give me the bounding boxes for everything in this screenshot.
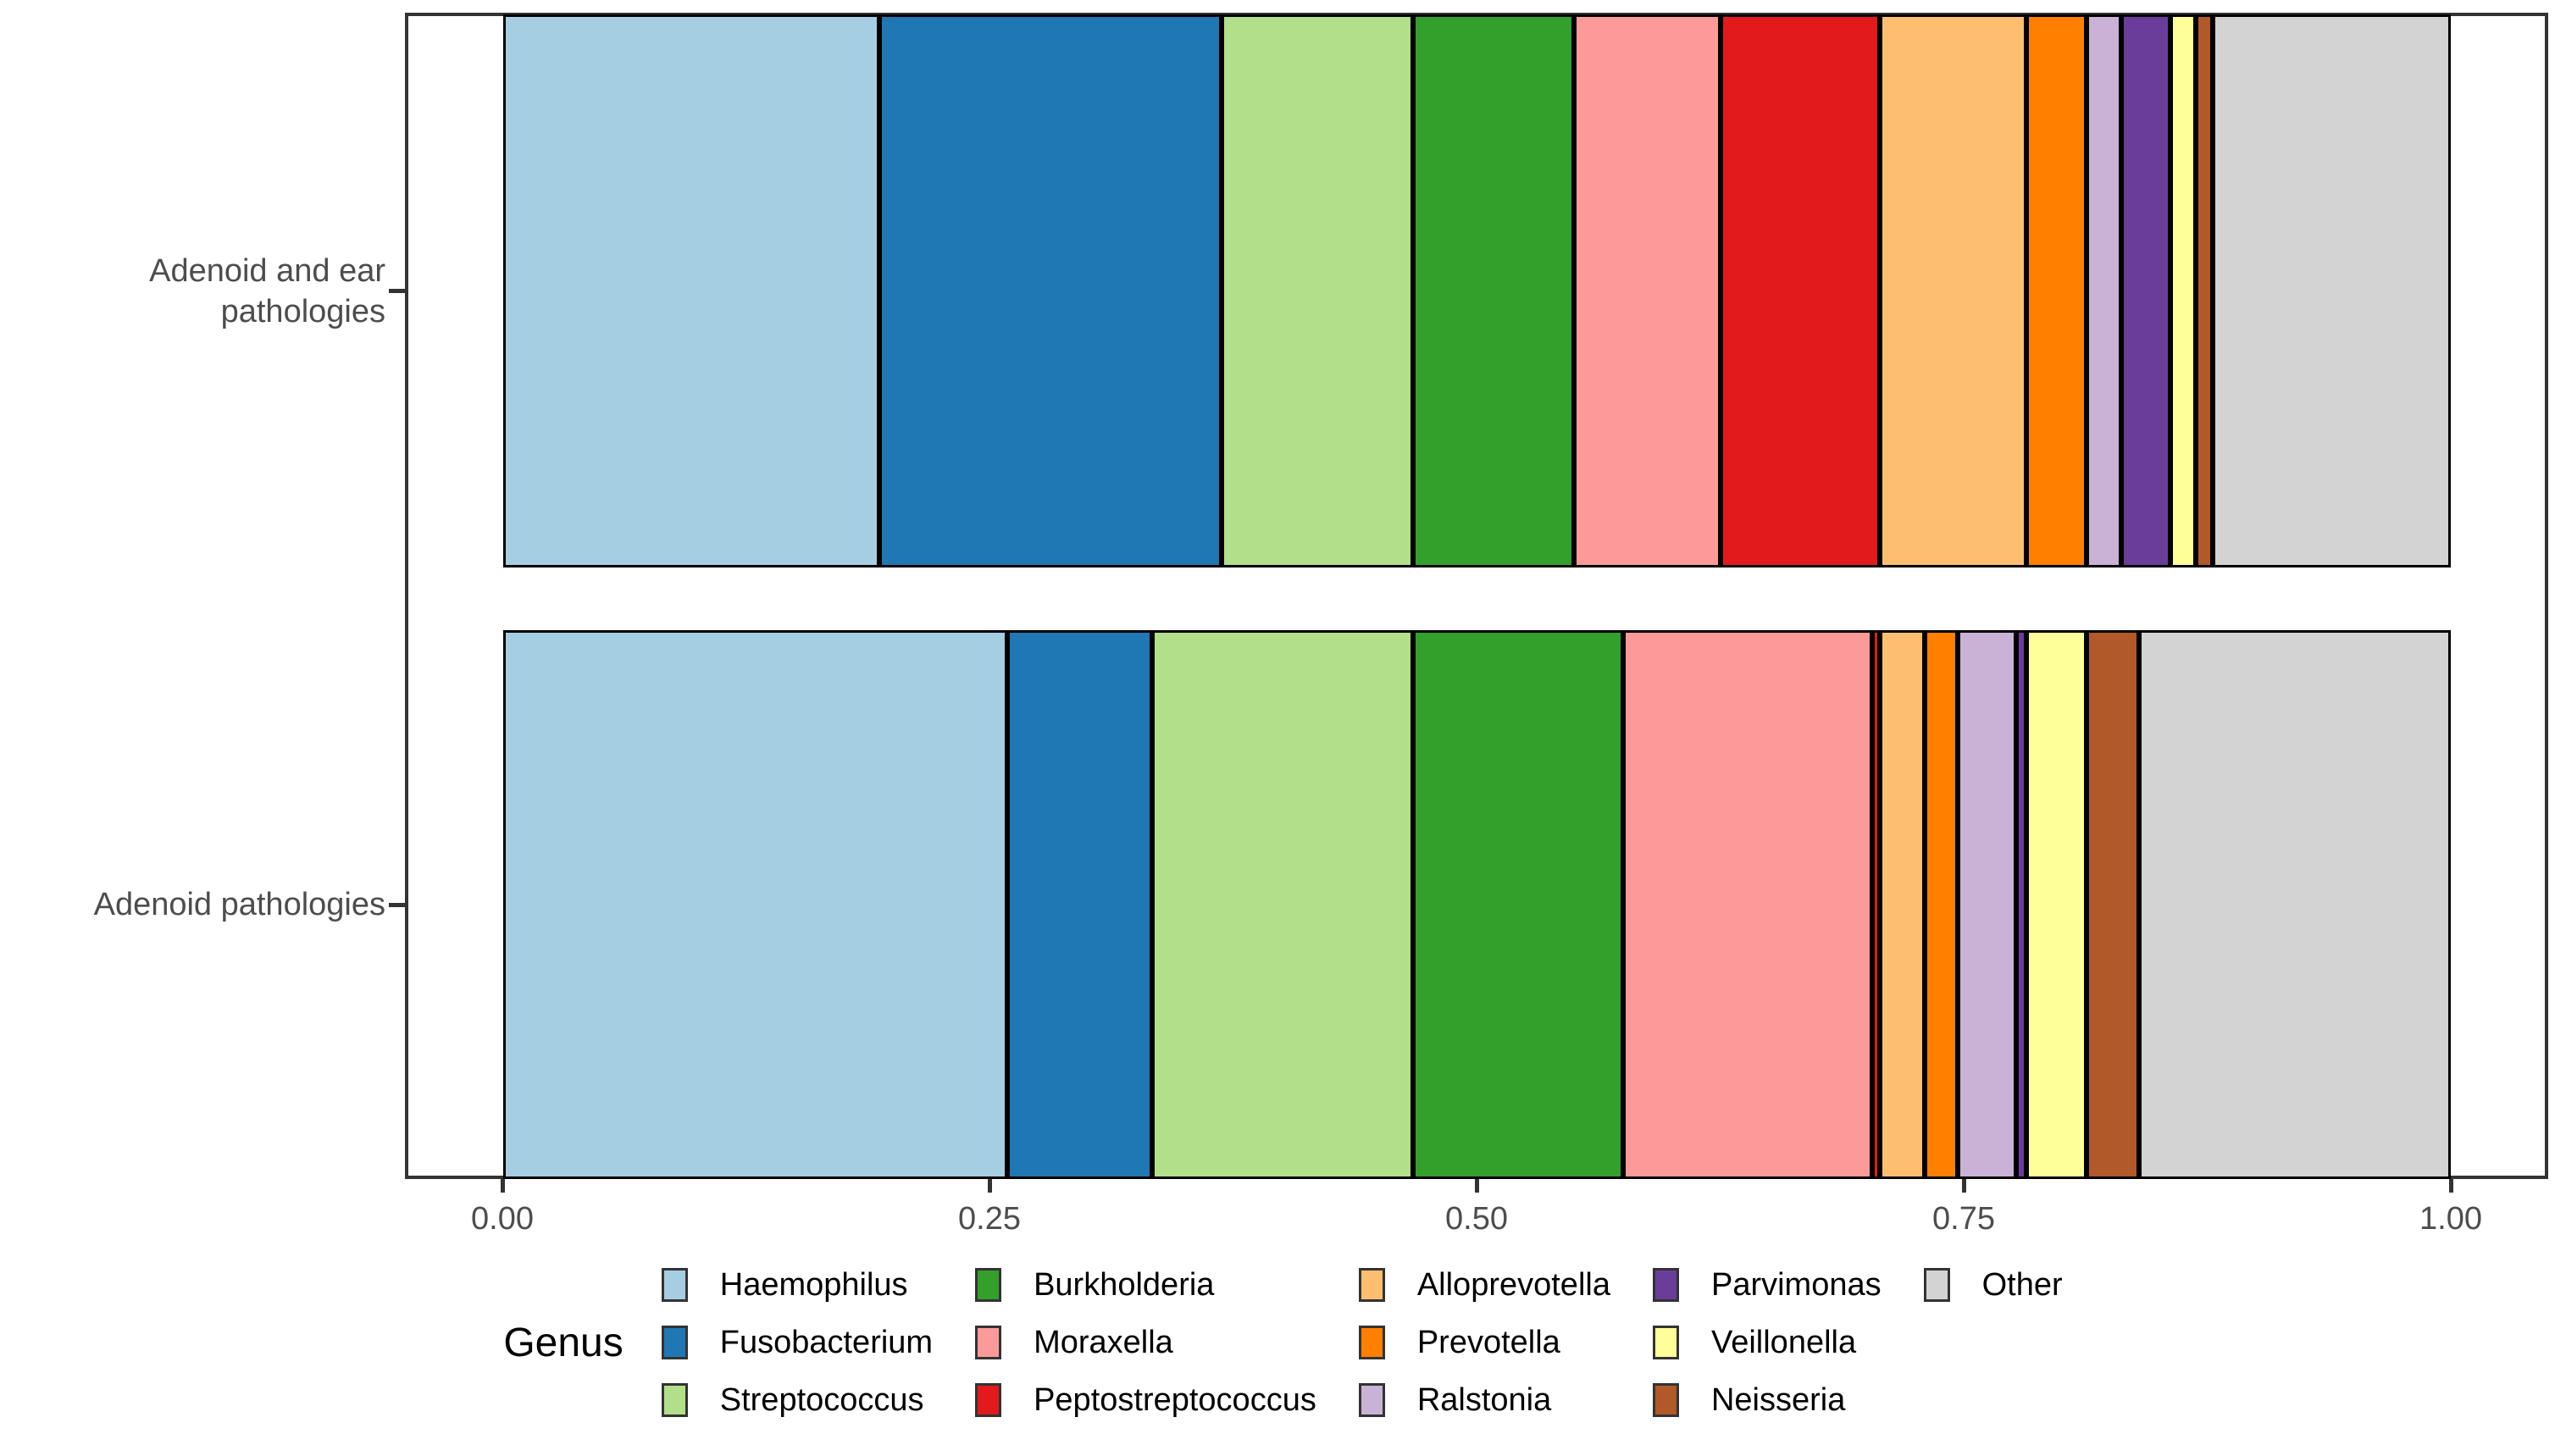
x-axis-tick-label: 1.00 <box>2419 1201 2482 1237</box>
legend-item-fusobacterium: Fusobacterium <box>661 1324 934 1360</box>
legend-title: Genus <box>503 1320 623 1365</box>
x-axis-tick-1.00 <box>2449 1179 2453 1193</box>
legend-label: Parvimonas <box>1710 1266 1882 1303</box>
x-axis-tick-label: 0.00 <box>471 1201 534 1237</box>
legend-label: Peptostreptococcus <box>1034 1381 1316 1418</box>
segment-prevotella <box>1925 630 1959 1179</box>
legend-item-alloprevotella: Alloprevotella <box>1358 1266 1610 1303</box>
y-axis-tick-top <box>389 289 405 293</box>
legend-grid: Haemophilus Fusobacterium Streptococcus Bur… <box>661 1266 2063 1418</box>
legend-key-swatch <box>1652 1326 1679 1359</box>
segment-neisseria <box>2195 14 2214 567</box>
legend-item-prevotella: Prevotella <box>1358 1324 1610 1360</box>
legend: Genus Haemophilus Fusobacterium Streptococ… <box>0 1266 2566 1418</box>
segment-veillonella <box>2170 14 2196 567</box>
x-axis-tick-0.50 <box>1475 1179 1479 1193</box>
legend-item-neisseria: Neisseria <box>1652 1381 1882 1418</box>
legend-label: Veillonella <box>1710 1324 1857 1360</box>
legend-label: Other <box>1981 1266 2063 1303</box>
x-axis-tick-label: 0.25 <box>958 1201 1021 1237</box>
legend-key-swatch <box>1358 1268 1385 1302</box>
y-label-line: pathologies <box>220 294 385 329</box>
legend-label: Ralstonia <box>1416 1381 1552 1418</box>
legend-item-veillonella: Veillonella <box>1652 1324 1882 1360</box>
segment-prevotella <box>2026 14 2087 567</box>
segment-streptococcus <box>1222 14 1413 567</box>
legend-item-parvimonas: Parvimonas <box>1652 1266 1882 1303</box>
segment-moraxella <box>1574 14 1721 567</box>
segment-other <box>2213 14 2451 567</box>
segment-fusobacterium <box>878 14 1222 567</box>
legend-item-ralstonia: Ralstonia <box>1358 1381 1610 1418</box>
y-axis-tick-bottom <box>389 903 405 907</box>
segment-parvimonas <box>2016 630 2026 1179</box>
legend-key-swatch <box>975 1383 1002 1417</box>
legend-item-peptostreptococcus: Peptostreptococcus <box>975 1381 1316 1418</box>
x-axis-tick-0.00 <box>501 1179 505 1193</box>
legend-label: Streptococcus <box>719 1381 924 1418</box>
legend-column: Parvimonas Veillonella Neisseria <box>1652 1266 1882 1418</box>
legend-column: Burkholderia Moraxella Peptostreptococcus <box>975 1266 1316 1418</box>
legend-key-swatch <box>1652 1268 1679 1302</box>
legend-key-swatch <box>1358 1326 1385 1359</box>
legend-key-swatch <box>975 1326 1002 1359</box>
bar-adenoid-and-ear-pathologies <box>503 14 2451 567</box>
legend-item-burkholderia: Burkholderia <box>975 1266 1316 1303</box>
legend-key-swatch <box>1923 1268 1950 1302</box>
segment-moraxella <box>1622 630 1873 1179</box>
x-axis-tick-0.75 <box>1962 1179 1966 1193</box>
segment-burkholderia <box>1412 14 1575 567</box>
x-axis-tick-0.25 <box>988 1179 992 1193</box>
segment-alloprevotella <box>1880 14 2026 567</box>
segment-veillonella <box>2026 630 2087 1179</box>
legend-item-haemophilus: Haemophilus <box>661 1266 933 1303</box>
legend-key-swatch <box>975 1268 1002 1302</box>
bar-adenoid-pathologies <box>503 630 2451 1179</box>
segment-haemophilus <box>503 14 879 567</box>
legend-label: Prevotella <box>1416 1324 1560 1360</box>
segment-streptococcus <box>1151 630 1413 1179</box>
segment-ralstonia <box>2087 14 2122 567</box>
y-label-line: Adenoid and ear <box>149 253 385 289</box>
legend-label: Moraxella <box>1034 1324 1173 1360</box>
legend-item-other: Other <box>1923 1266 2063 1303</box>
segment-peptostreptococcus <box>1872 630 1881 1179</box>
legend-item-streptococcus: Streptococcus <box>661 1381 933 1418</box>
segment-other <box>2139 630 2451 1179</box>
x-axis-tick-label: 0.50 <box>1445 1201 1508 1237</box>
legend-column: Other <box>1923 1266 2063 1303</box>
legend-label: Haemophilus <box>719 1266 908 1303</box>
legend-key-swatch <box>661 1383 688 1417</box>
legend-column: Alloprevotella Prevotella Ralstonia <box>1358 1266 1610 1418</box>
segment-peptostreptococcus <box>1720 14 1881 567</box>
segment-ralstonia <box>1958 630 2017 1179</box>
y-axis-label-adenoid: Adenoid pathologies <box>0 884 385 925</box>
x-axis-tick-label: 0.75 <box>1932 1201 1995 1237</box>
y-axis-label-adenoid-and-ear: Adenoid and ear pathologies <box>0 251 385 332</box>
segment-alloprevotella <box>1880 630 1926 1179</box>
segment-neisseria <box>2087 630 2140 1179</box>
legend-label: Fusobacterium <box>719 1324 934 1360</box>
segment-burkholderia <box>1412 630 1623 1179</box>
legend-key-swatch <box>661 1326 688 1359</box>
segment-fusobacterium <box>1007 630 1152 1179</box>
segment-haemophilus <box>503 630 1008 1179</box>
legend-item-moraxella: Moraxella <box>975 1324 1316 1360</box>
legend-label: Neisseria <box>1710 1381 1846 1418</box>
legend-label: Alloprevotella <box>1416 1266 1610 1303</box>
legend-key-swatch <box>1652 1383 1679 1417</box>
legend-key-swatch <box>661 1268 688 1302</box>
legend-label: Burkholderia <box>1034 1266 1215 1303</box>
y-label-line: Adenoid pathologies <box>93 887 385 922</box>
legend-column: Haemophilus Fusobacterium Streptococcus <box>661 1266 934 1418</box>
legend-key-swatch <box>1358 1383 1385 1417</box>
segment-parvimonas <box>2121 14 2170 567</box>
